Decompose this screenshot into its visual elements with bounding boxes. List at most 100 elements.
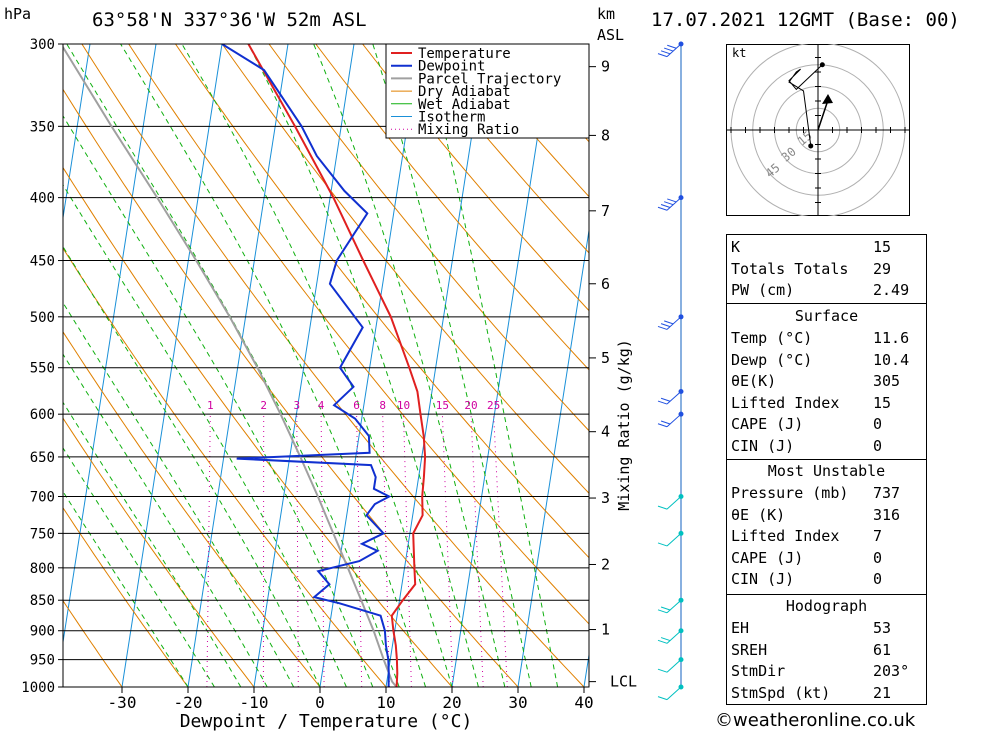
temperature-tick-label: -20	[174, 693, 203, 712]
pressure-tick-label: 850	[30, 593, 55, 609]
pressure-tick-label: 650	[30, 450, 55, 466]
mixing-ratio-label: 8	[379, 399, 386, 412]
pressure-tick-label: 600	[30, 407, 55, 423]
surface-index-label: CAPE (J)	[731, 415, 804, 434]
isotherm-line	[0, 44, 24, 687]
mu-index-value: 737	[873, 484, 901, 502]
pressure-tick-label: 950	[30, 653, 55, 669]
hodo-index-value: 53	[873, 619, 892, 637]
surface-index-row: Lifted Index 15	[731, 393, 922, 414]
x-axis-label: Dewpoint / Temperature (°C)	[180, 711, 473, 732]
legend-entry: Dewpoint	[418, 59, 485, 75]
height-tick-label: 4	[601, 423, 610, 441]
basic-index-row: PW (cm) 2.49	[731, 280, 922, 301]
mixing-ratio-axis-label: Mixing Ratio (g/kg)	[615, 339, 633, 511]
temperature-tick-label: -30	[108, 693, 137, 712]
parcel-trajectory-line	[63, 45, 398, 687]
basic-index-label: PW (cm)	[731, 281, 795, 300]
hodo-index-label: StmDir	[731, 662, 786, 681]
mixing-ratio-label: 25	[487, 399, 500, 412]
isotherm-line	[517, 227, 589, 687]
storm-motion-arrowhead	[822, 94, 833, 104]
dry-adiabat-line	[63, 247, 387, 687]
wet-adiabat-line	[66, 44, 400, 687]
most-unstable-title: Most Unstable	[767, 462, 886, 480]
mu-index-row: Pressure (mb) 737	[731, 483, 922, 504]
wind-barb	[657, 532, 682, 547]
wet-adiabat-line	[63, 301, 295, 687]
mu-index-label: Pressure (mb)	[731, 484, 849, 502]
datetime-title: 17.07.2021 12GMT (Base: 00)	[651, 9, 960, 31]
dry-adiabat-line	[81, 44, 585, 687]
wind-barb	[657, 686, 682, 701]
mixing-ratio-line	[382, 414, 390, 687]
basic-index-value: 15	[873, 238, 892, 256]
surface-index-row: Temp (°C) 11.6	[731, 328, 922, 349]
isotherm-line	[253, 44, 355, 687]
temperature-tick-label: 20	[442, 693, 461, 712]
legend-box	[385, 43, 590, 139]
surface-index-label: Dewp (°C)	[731, 350, 813, 369]
hodo-index-label: SREH	[731, 640, 768, 659]
pressure-tick-label: 700	[30, 490, 55, 506]
plot-frame	[62, 43, 590, 688]
legend-entry: Temperature	[418, 46, 511, 62]
height-tick-label: 8	[601, 126, 610, 144]
hodo-index-value: 21	[873, 683, 892, 702]
basic-index-label: K	[731, 238, 741, 256]
height-tick-label: 2	[601, 555, 610, 573]
wind-barb	[657, 43, 682, 58]
storm-motion-vector	[817, 99, 829, 131]
wet-adiabat-line	[63, 490, 189, 687]
mixing-ratio-label: 2	[260, 399, 267, 412]
basic-index-row: K 15	[731, 237, 922, 258]
mixing-ratio-label: 20	[464, 399, 477, 412]
surface-index-label: θE(K)	[731, 372, 777, 391]
surface-index-row: CIN (J) 0	[731, 436, 922, 457]
dry-adiabat-line	[63, 88, 519, 687]
temperature-tick-label: 10	[376, 693, 395, 712]
surface-index-row: CAPE (J) 0	[731, 414, 922, 435]
isotherm-line	[385, 44, 487, 687]
surface-index-row: Dewp (°C) 10.4	[731, 350, 922, 371]
legend-entry: Wet Adiabat	[418, 97, 511, 113]
mu-index-value: 0	[873, 548, 883, 567]
mu-index-value: 7	[873, 527, 883, 546]
hodo-index-label: EH	[731, 619, 750, 637]
surface-index-label: Temp (°C)	[731, 329, 813, 347]
mu-index-label: θE (K)	[731, 505, 786, 524]
isotherm-line	[319, 44, 421, 687]
surface-index-value: 0	[873, 415, 883, 434]
mixing-ratio-line	[493, 414, 508, 687]
dry-adiabat-line	[362, 44, 589, 312]
height-tick-label: 1	[601, 621, 610, 639]
pressure-tick-label: 500	[30, 310, 55, 326]
wet-adiabat-line	[63, 183, 347, 687]
surface-index-row: θE(K) 305	[731, 371, 922, 392]
mixing-ratio-line	[470, 414, 484, 687]
surface-index-value: 15	[873, 393, 892, 412]
surface-index-value: 11.6	[873, 329, 910, 347]
basic-index-row: Totals Totals 29	[731, 259, 922, 280]
mu-index-value: 0	[873, 570, 883, 589]
height-tick-label: 9	[601, 58, 610, 76]
hodo-index-value: 61	[873, 640, 892, 659]
isotherm-line	[187, 44, 289, 687]
wet-adiabat-line	[372, 44, 532, 687]
mixing-ratio-label: 10	[397, 399, 410, 412]
mu-index-row: CIN (J) 0	[731, 569, 922, 590]
dewpoint-line	[221, 44, 392, 687]
basic-index-value: 29	[873, 259, 892, 278]
hodograph-trace	[788, 64, 823, 147]
legend-entry: Isotherm	[418, 110, 485, 126]
mixing-ratio-label: 3	[293, 399, 300, 412]
mixing-ratio-line	[403, 414, 412, 687]
temperature-line	[247, 44, 427, 687]
pressure-tick-label: 750	[30, 526, 55, 542]
indices-panel: K 15 Totals Totals 29 PW (cm) 2.49 Surface Te…	[726, 234, 927, 705]
wind-barb	[657, 630, 682, 644]
dry-adiabat-line	[268, 44, 589, 432]
mixing-ratio-line	[206, 414, 211, 687]
pressure-tick-label: 550	[30, 361, 55, 377]
